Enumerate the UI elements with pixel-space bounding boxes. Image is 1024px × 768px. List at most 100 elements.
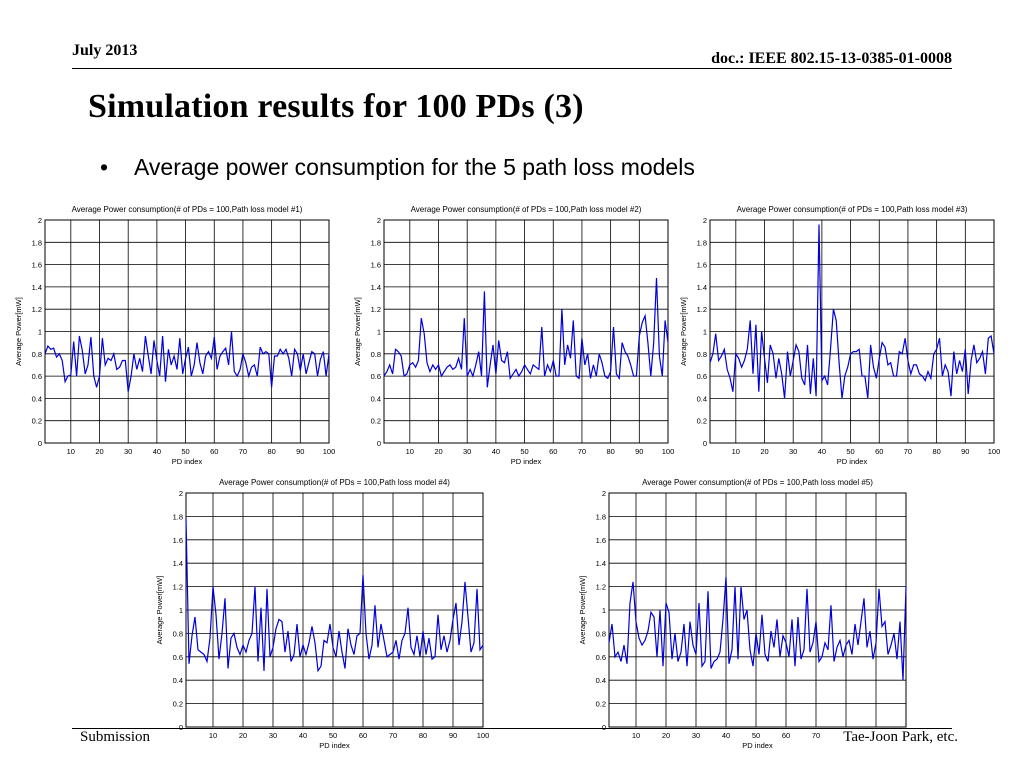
x-tick-label: 60 [359,731,367,740]
x-tick-label: 80 [606,447,614,456]
y-tick-label: 0.2 [697,417,707,426]
y-tick-label: 0.6 [697,372,707,381]
y-tick-label: 1.6 [371,261,381,270]
y-axis-label: Average Power[mW] [679,297,688,366]
x-tick-label: 100 [477,731,490,740]
x-tick-label: 60 [549,447,557,456]
y-tick-label: 1.2 [371,305,381,314]
chart-5: 10203040506070809010000.20.40.60.811.21.… [578,478,912,750]
x-axis-label: PD index [837,457,868,466]
y-axis-label: Average Power[mW] [578,576,587,645]
bullet-text: Average power consumption for the 5 path… [134,154,695,180]
x-tick-label: 50 [752,731,760,740]
y-tick-label: 0 [602,723,606,732]
y-tick-label: 0 [179,723,183,732]
y-tick-label: 1.2 [697,305,707,314]
x-tick-label: 70 [239,447,247,456]
y-tick-label: 0.8 [697,350,707,359]
y-tick-label: 0.8 [173,629,183,638]
y-tick-label: 0.6 [32,372,42,381]
y-tick-label: 0.8 [596,629,606,638]
y-tick-label: 0 [703,439,707,448]
chart-title: Average Power consumption(# of PDs = 100… [642,478,873,487]
x-tick-label: 50 [520,447,528,456]
x-tick-label: 20 [95,447,103,456]
y-tick-label: 1 [179,606,183,615]
y-tick-label: 2 [377,216,381,225]
x-tick-label: 20 [434,447,442,456]
chart-3: 10 20 30 40 50 60 70 80 90 100 0 0.2 0.4 0.6 0.8 1 1.2 1.… [679,205,1000,466]
chart-title: Average Power consumption(# of PDs = 100… [411,205,642,214]
x-tick-label: 100 [662,447,675,456]
footer-submission: Submission [80,729,151,745]
y-tick-label: 2 [179,489,183,498]
x-tick-label: 90 [961,447,969,456]
y-tick-label: 2 [703,216,707,225]
y-tick-label: 1.6 [697,261,707,270]
y-tick-label: 0.4 [371,394,381,403]
x-tick-label: 70 [904,447,912,456]
y-tick-label: 1 [602,606,606,615]
y-tick-label: 1.2 [596,583,606,592]
x-tick-label: 40 [722,731,730,740]
x-tick-label: 10 [67,447,75,456]
y-tick-label: 1.4 [173,559,183,568]
y-tick-label: 1.4 [596,559,606,568]
x-tick-label: 50 [181,447,189,456]
y-tick-label: 1 [377,328,381,337]
x-tick-label: 80 [419,731,427,740]
x-tick-label: 30 [789,447,797,456]
x-axis-label: PD index [511,457,542,466]
y-tick-label: 1.2 [32,305,42,314]
y-tick-label: 0.2 [32,417,42,426]
y-tick-label: 1.8 [371,238,381,247]
x-tick-label: 60 [875,447,883,456]
x-tick-label: 50 [846,447,854,456]
y-tick-label: 0.2 [596,700,606,709]
x-tick-label: 70 [389,731,397,740]
y-tick-label: 1.8 [697,238,707,247]
chart-title: Average Power consumption(# of PDs = 100… [219,478,450,487]
footer-rule [72,728,952,729]
chart-title: Average Power consumption(# of PDs = 100… [72,205,303,214]
x-tick-label: 20 [760,447,768,456]
bullet-item: • Average power consumption for the 5 pat… [100,154,695,181]
footer-author: Tae-Joon Park, etc. [841,729,960,746]
slide-title: Simulation results for 100 PDs (3) [88,88,584,125]
x-tick-label: 30 [463,447,471,456]
x-tick-label: 40 [492,447,500,456]
y-axis-label: Average Power[mW] [353,297,362,366]
y-tick-label: 2 [602,489,606,498]
x-tick-label: 50 [329,731,337,740]
chart-1: 10 20 30 40 50 60 70 80 90 100 0 0.2 0.4 0.6 0.8 1 1.2 1.… [14,205,335,466]
x-axis-label: PD index [319,741,350,750]
x-tick-label: 80 [932,447,940,456]
series-line [709,224,995,399]
y-tick-label: 0.6 [173,653,183,662]
x-tick-label: 70 [812,731,820,740]
y-tick-label: 1.6 [173,536,183,545]
bullet-dot: • [100,154,109,180]
x-tick-label: 60 [210,447,218,456]
x-tick-label: 90 [449,731,457,740]
x-tick-label: 100 [323,447,336,456]
x-tick-label: 90 [296,447,304,456]
chart-4: 10 20 30 40 50 60 70 80 90 100 0 0.2 0.4 0.6 0.8 1 1.2 1.… [155,478,489,750]
chart-2: 10 20 30 40 50 60 70 80 90 100 0 0.2 0.4 0.6 0.8 1 1.2 1.… [353,205,674,466]
y-tick-label: 2 [38,216,42,225]
x-tick-label: 20 [239,731,247,740]
series-line [185,518,484,673]
y-tick-label: 0.2 [173,700,183,709]
x-tick-label: 90 [635,447,643,456]
y-tick-label: 1.4 [32,283,42,292]
y-tick-label: 1.4 [371,283,381,292]
y-tick-label: 0.8 [32,350,42,359]
series-line [383,277,669,388]
x-axis-label: PD index [742,741,773,750]
y-axis-label: Average Power[mW] [155,576,164,645]
y-tick-label: 1 [38,328,42,337]
x-tick-label: 40 [153,447,161,456]
x-tick-label: 30 [124,447,132,456]
series-line [44,331,330,392]
